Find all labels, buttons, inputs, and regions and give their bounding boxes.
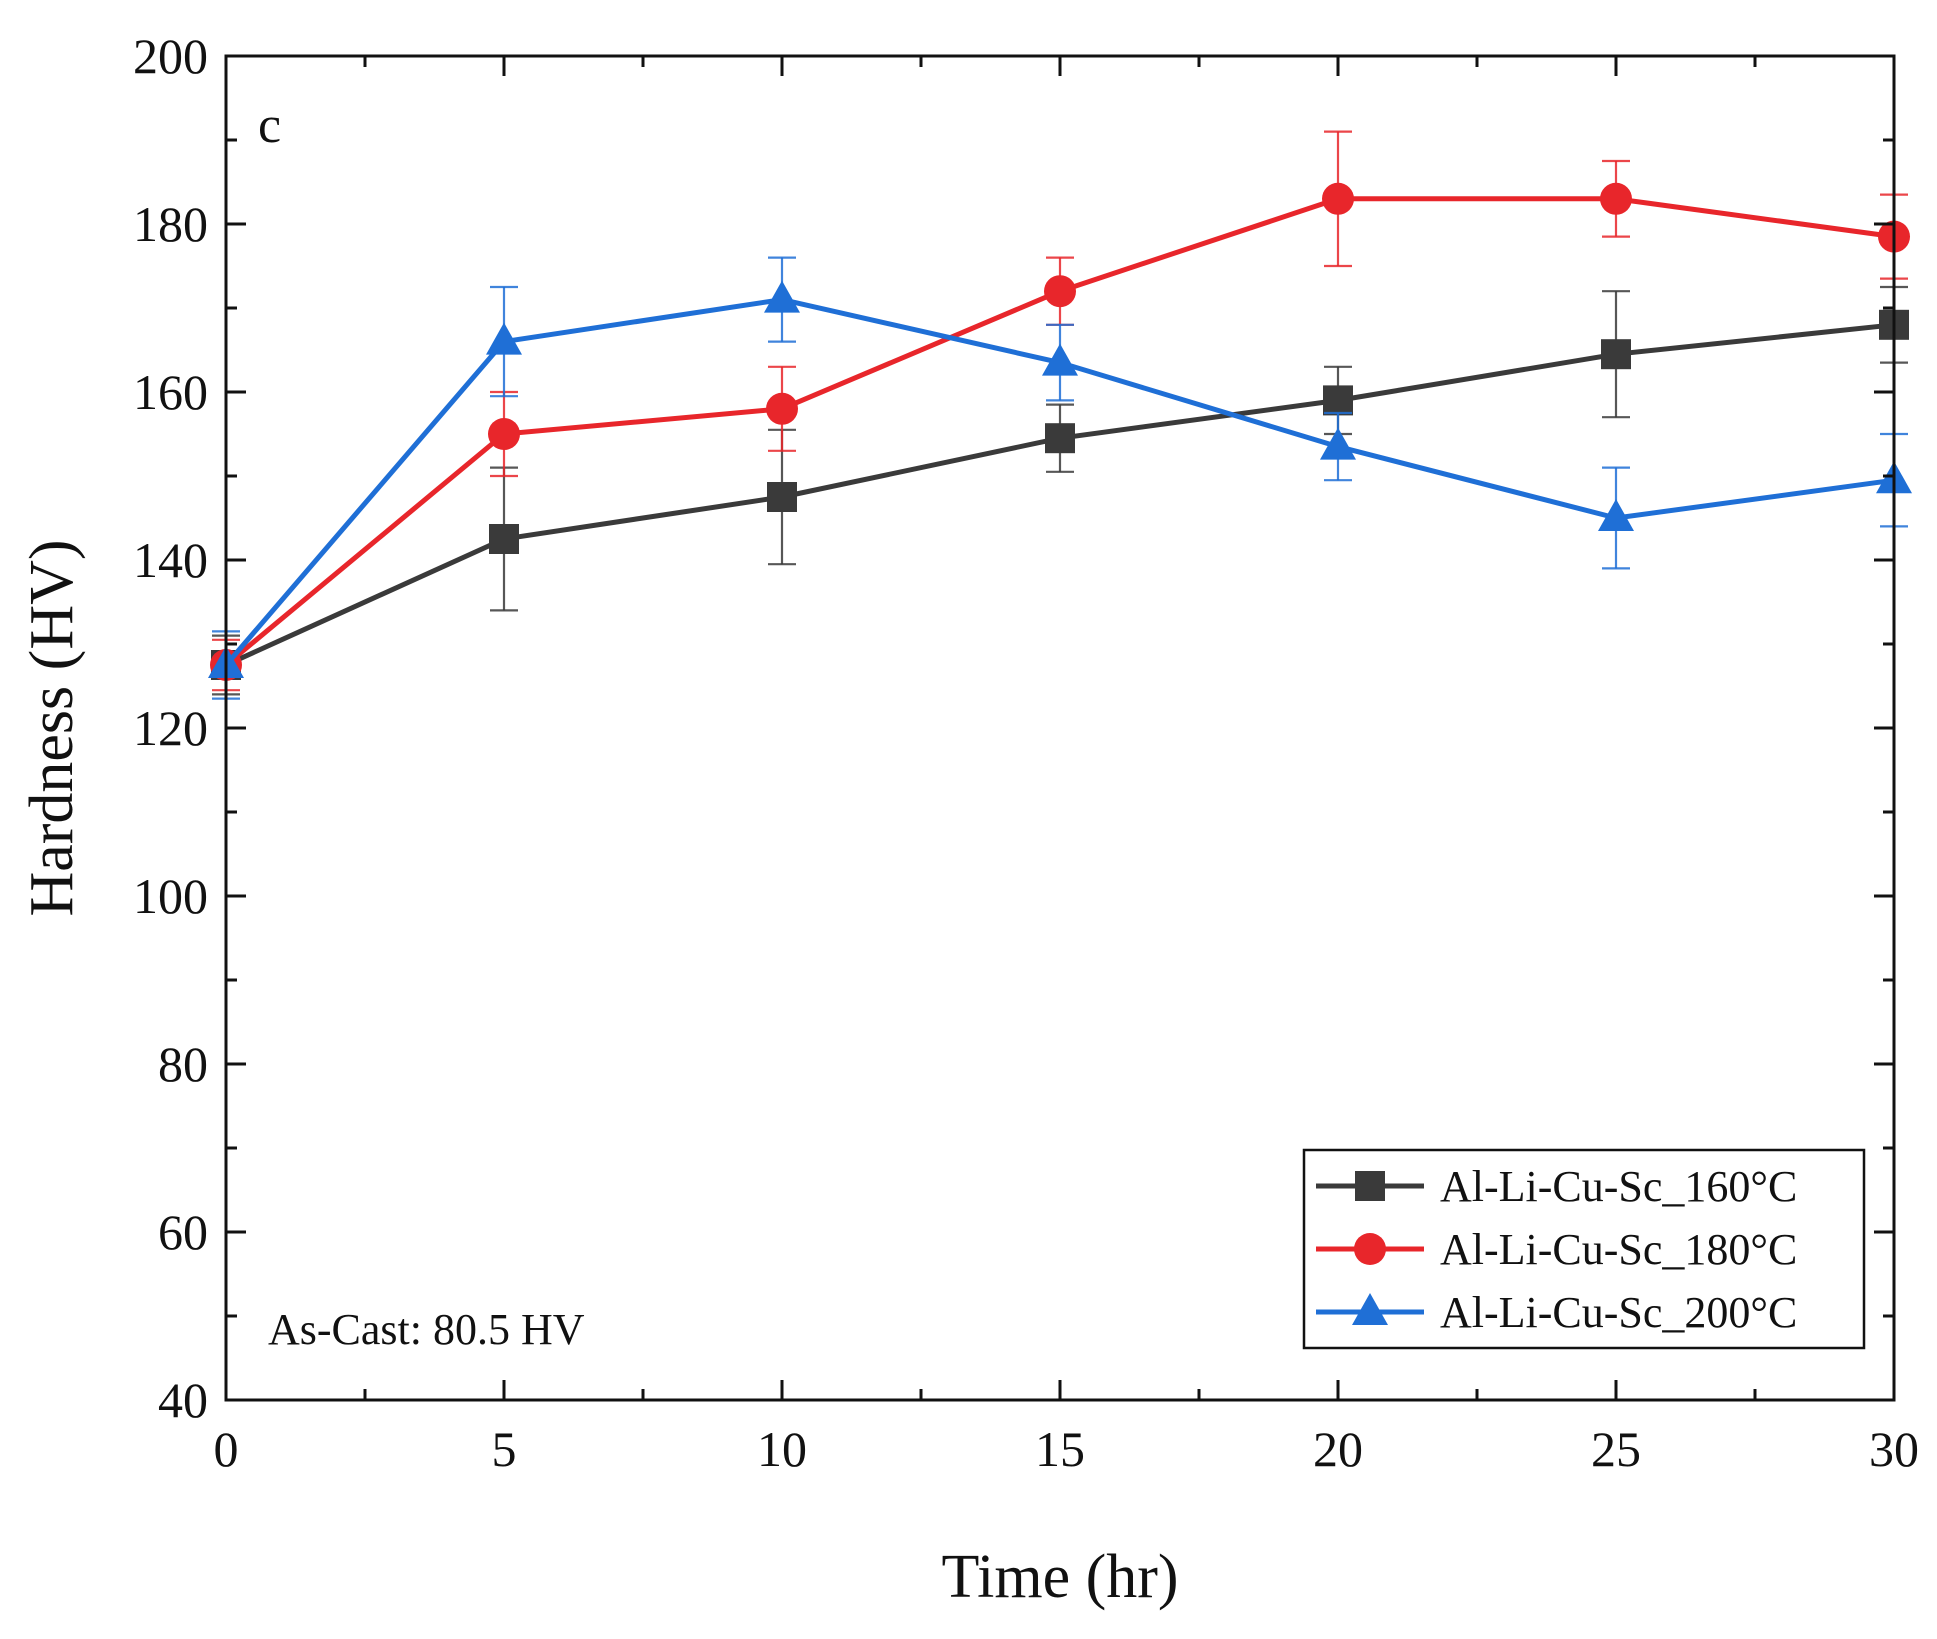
- legend-marker-square: [1355, 1171, 1385, 1201]
- legend-item-2: Al-Li-Cu-Sc_180°C: [1316, 1225, 1797, 1274]
- y-tick-label: 140: [133, 532, 208, 588]
- data-marks: [208, 130, 1912, 700]
- y-tick-label: 60: [158, 1204, 208, 1260]
- legend-marker-triangle: [1352, 1293, 1388, 1325]
- axes: 0 5 10 15 20 25 30 40 60 80 100 120 140 160 180 200: [133, 28, 1919, 1477]
- x-tick-label: 5: [492, 1421, 517, 1477]
- y-tick-label: 160: [133, 364, 208, 420]
- data-point-circle: [488, 418, 520, 450]
- legend-label: Al-Li-Cu-Sc_200°C: [1440, 1288, 1797, 1337]
- x-tick-label: 0: [214, 1421, 239, 1477]
- legend-item-3: Al-Li-Cu-Sc_200°C: [1316, 1288, 1797, 1337]
- x-tick-label: 30: [1869, 1421, 1919, 1477]
- data-point-circle: [1322, 182, 1354, 215]
- data-point-square: [489, 524, 519, 554]
- y-tick-label: 180: [133, 196, 208, 252]
- y-tick-label: 200: [133, 28, 208, 84]
- series-3: [208, 256, 1912, 700]
- y-axis-title: Hardness (HV): [18, 539, 86, 916]
- data-point-square: [1323, 385, 1353, 416]
- panel-label: c: [258, 97, 281, 154]
- data-point-square: [1045, 423, 1075, 454]
- series-2: [210, 130, 1910, 692]
- y-tick-label: 80: [158, 1036, 208, 1092]
- legend-marker-circle: [1354, 1233, 1386, 1265]
- legend-item-1: Al-Li-Cu-Sc_160°C: [1316, 1162, 1797, 1211]
- y-tick-label: 40: [158, 1372, 208, 1428]
- y-tick-label: 100: [133, 868, 208, 924]
- data-point-triangle: [764, 280, 800, 313]
- data-point-triangle: [486, 322, 522, 355]
- legend-label: Al-Li-Cu-Sc_160°C: [1440, 1162, 1797, 1211]
- x-tick-label: 20: [1313, 1421, 1363, 1477]
- data-point-circle: [1600, 182, 1632, 215]
- data-point-circle: [766, 392, 798, 425]
- x-axis-title: Time (hr): [941, 1543, 1178, 1611]
- data-point-triangle: [1598, 499, 1634, 531]
- x-tick-label: 15: [1035, 1421, 1085, 1477]
- y-tick-label: 120: [133, 700, 208, 756]
- data-point-triangle: [1320, 427, 1356, 460]
- data-point-triangle: [1042, 343, 1078, 376]
- legend: Al-Li-Cu-Sc_160°C Al-Li-Cu-Sc_180°C Al-Li-…: [1302, 1148, 1866, 1350]
- legend-label: Al-Li-Cu-Sc_180°C: [1440, 1225, 1797, 1274]
- data-point-square: [1601, 339, 1631, 370]
- x-tick-label: 10: [757, 1421, 807, 1477]
- data-point-square: [767, 482, 797, 512]
- data-point-circle: [1044, 275, 1076, 308]
- x-tick-label: 25: [1591, 1421, 1641, 1477]
- as-cast-annotation: As-Cast: 80.5 HV: [268, 1305, 585, 1354]
